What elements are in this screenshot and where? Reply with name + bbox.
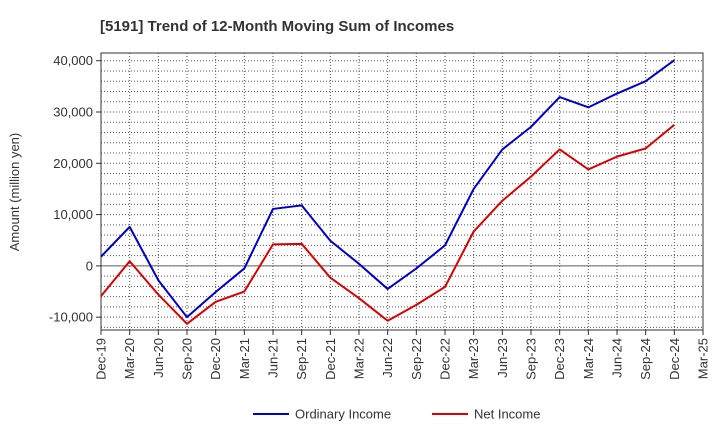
data-point — [587, 106, 589, 108]
data-point — [444, 244, 446, 246]
data-point — [559, 96, 561, 98]
x-tick-label: Jun-23 — [495, 338, 510, 378]
data-point — [186, 323, 188, 325]
data-point — [243, 267, 245, 269]
data-point — [530, 176, 532, 178]
x-tick-label: Jun-21 — [266, 338, 281, 378]
data-point — [645, 80, 647, 82]
y-tick-label: 10,000 — [53, 207, 93, 222]
data-point — [616, 156, 618, 158]
data-point — [501, 200, 503, 202]
data-point — [301, 204, 303, 206]
data-point — [329, 277, 331, 279]
y-tick-label: 0 — [86, 258, 93, 273]
x-tick-label: Sep-21 — [294, 338, 309, 380]
y-tick-label: 20,000 — [53, 156, 93, 171]
x-tick-label: Mar-24 — [581, 338, 596, 379]
legend: Ordinary Income Net Income — [253, 407, 540, 422]
data-point — [673, 59, 675, 61]
data-point — [387, 288, 389, 290]
data-point — [157, 294, 159, 296]
data-point — [272, 208, 274, 210]
legend-label: Ordinary Income — [295, 407, 391, 422]
data-point — [673, 124, 675, 126]
x-tick-label: Jun-20 — [151, 338, 166, 378]
x-tick-label: Sep-20 — [180, 338, 195, 380]
data-point — [100, 295, 102, 297]
x-tick-label: Dec-22 — [438, 338, 453, 380]
legend-label: Net Income — [474, 407, 540, 422]
data-point — [215, 301, 217, 303]
data-point — [186, 316, 188, 318]
data-point — [329, 240, 331, 242]
data-point — [243, 291, 245, 293]
data-point — [415, 304, 417, 306]
plot-area: -10,000 0 10,000 20,000 30,000 40,000 Dec-19 Ma… — [49, 52, 711, 380]
x-tick-label: Dec-23 — [552, 338, 567, 380]
legend-item-net-income: Net Income — [432, 407, 540, 422]
data-point — [301, 243, 303, 245]
x-tick-label: Mar-22 — [352, 338, 367, 379]
x-tick-label: Sep-22 — [409, 338, 424, 380]
x-tick-label: Dec-24 — [667, 338, 682, 380]
data-point — [559, 148, 561, 150]
data-point — [501, 148, 503, 150]
y-tick-label: 40,000 — [53, 53, 93, 68]
x-tick-label: Mar-20 — [122, 338, 137, 379]
x-tick-label: Sep-24 — [638, 338, 653, 380]
x-tick-label: Dec-20 — [208, 338, 223, 380]
chart-title: [5191] Trend of 12-Month Moving Sum of I… — [100, 18, 454, 35]
x-tick-label: Dec-19 — [94, 338, 109, 380]
data-point — [100, 256, 102, 258]
plot-frame — [100, 52, 704, 331]
series-line-net-income — [100, 124, 675, 325]
x-tick-label: Sep-23 — [524, 338, 539, 380]
data-point — [215, 291, 217, 293]
data-point — [358, 263, 360, 265]
x-tick-label: Mar-23 — [466, 338, 481, 379]
data-point — [616, 93, 618, 95]
x-tick-label: Mar-25 — [696, 338, 711, 379]
legend-item-ordinary-income: Ordinary Income — [253, 407, 391, 422]
data-point — [157, 279, 159, 281]
y-axis-label: Amount (million yen) — [7, 133, 22, 252]
series-line-ordinary-income — [100, 59, 675, 319]
data-point — [444, 286, 446, 288]
x-tick-label: Mar-21 — [237, 338, 252, 379]
data-point — [473, 188, 475, 190]
y-tick-label: 30,000 — [53, 104, 93, 119]
data-point — [272, 243, 274, 245]
data-point — [129, 260, 131, 262]
x-tick-label: Jun-24 — [610, 338, 625, 378]
x-tick-label: Jun-22 — [380, 338, 395, 378]
data-point — [530, 126, 532, 128]
data-point — [358, 297, 360, 299]
y-tick-label: -10,000 — [49, 310, 93, 325]
data-point — [645, 147, 647, 149]
data-point — [415, 267, 417, 269]
data-point — [129, 226, 131, 228]
data-point — [473, 231, 475, 233]
data-point — [587, 168, 589, 170]
plot-background — [101, 53, 703, 330]
x-tick-label: Dec-21 — [323, 338, 338, 380]
data-point — [387, 320, 389, 322]
